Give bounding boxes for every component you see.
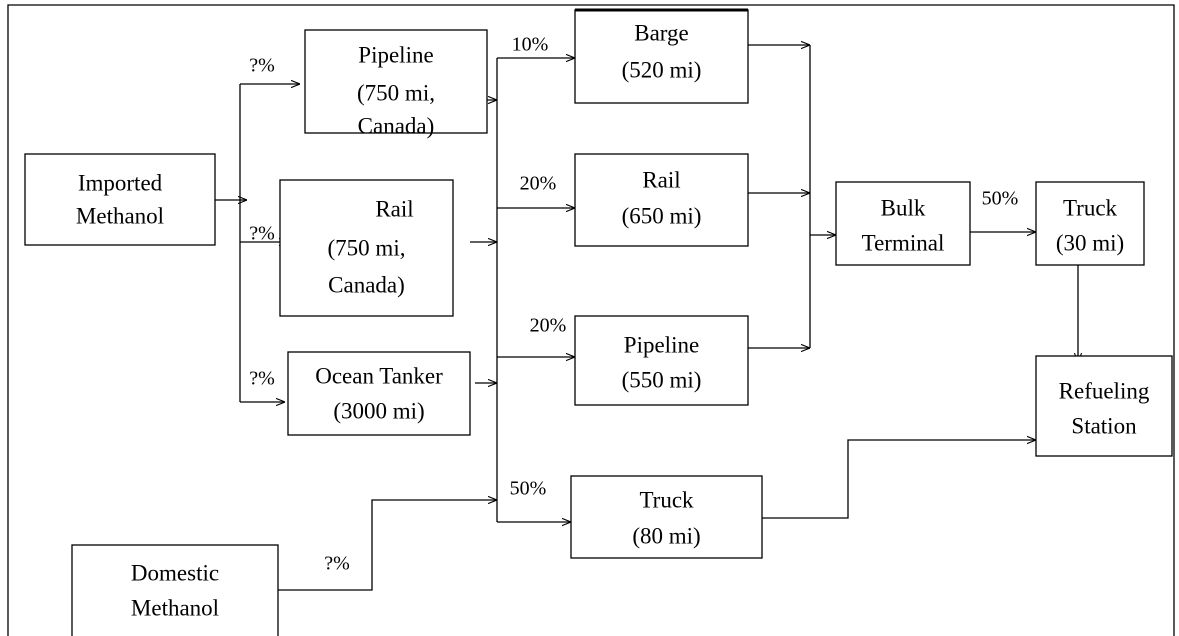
node-label: (30 mi) bbox=[1056, 230, 1124, 255]
node-label: Truck bbox=[1063, 195, 1118, 220]
node-label: Bulk bbox=[881, 195, 926, 220]
node: Bulk Terminal bbox=[835, 181, 971, 266]
node: Domestic Methanol bbox=[71, 544, 279, 636]
node: Imported Methanol bbox=[24, 153, 216, 246]
node-label: Canada) bbox=[358, 113, 435, 138]
node-label: Ocean Tanker bbox=[315, 363, 443, 388]
node-label: Methanol bbox=[76, 203, 164, 228]
node: Refueling Station bbox=[1035, 355, 1173, 457]
edge-label: 50% bbox=[510, 478, 547, 500]
node: Truck (30 mi) bbox=[1035, 181, 1145, 266]
edge-labels: ?%?%?%?% 10% 20% 20% 50% 50% bbox=[249, 34, 1018, 575]
node-box bbox=[570, 475, 763, 559]
node-label: Rail bbox=[642, 167, 680, 192]
node-label: Refueling bbox=[1059, 378, 1150, 403]
node-label: Terminal bbox=[862, 230, 945, 255]
node-box bbox=[835, 181, 971, 266]
node: Pipeline (750 mi, Canada) bbox=[304, 29, 488, 138]
node-label: (3000 mi) bbox=[333, 398, 424, 423]
node-box bbox=[279, 179, 454, 317]
node-label: (80 mi) bbox=[632, 523, 700, 548]
node-label: (650 mi) bbox=[622, 203, 702, 228]
frame bbox=[7, 4, 1175, 636]
arrow bbox=[762, 440, 1036, 519]
node-label: Methanol bbox=[131, 595, 219, 620]
edge-label: ?% bbox=[249, 55, 275, 77]
node-label: Pipeline bbox=[358, 42, 433, 67]
node-box bbox=[71, 544, 279, 636]
node-box bbox=[304, 29, 488, 134]
node-box bbox=[24, 153, 216, 246]
node-label: Station bbox=[1071, 413, 1137, 438]
node-label: (550 mi) bbox=[622, 367, 702, 392]
edge-label: 20% bbox=[520, 173, 557, 195]
node-label: Rail bbox=[375, 196, 413, 221]
edges bbox=[215, 45, 1078, 591]
edge-label: ?% bbox=[324, 553, 350, 575]
connector bbox=[215, 84, 241, 402]
edge-label: ?% bbox=[249, 223, 275, 245]
node-box bbox=[574, 9, 749, 104]
node-label: Domestic bbox=[131, 560, 219, 585]
node: Pipeline (550 mi) bbox=[574, 315, 749, 406]
node-label: Truck bbox=[639, 487, 694, 512]
node-label: Barge bbox=[634, 20, 689, 45]
node-box bbox=[574, 315, 749, 406]
node: Truck (80 mi) bbox=[570, 475, 763, 559]
node-box bbox=[287, 351, 471, 436]
node-box bbox=[1035, 355, 1173, 457]
arrow bbox=[278, 500, 497, 591]
node-label: Canada) bbox=[328, 272, 405, 297]
node-box bbox=[1035, 181, 1145, 266]
node-label: Pipeline bbox=[624, 332, 699, 357]
edge-label: ?% bbox=[249, 368, 275, 390]
node: Rail (750 mi, Canada) bbox=[279, 179, 454, 317]
node-label: (750 mi, bbox=[328, 235, 406, 260]
node-label: (750 mi, bbox=[357, 80, 435, 105]
node: Ocean Tanker (3000 mi) bbox=[287, 351, 471, 436]
edge-label: 10% bbox=[512, 34, 549, 56]
node-label: Imported bbox=[78, 170, 163, 195]
edge-label: 20% bbox=[530, 315, 567, 337]
node: Rail (650 mi) bbox=[574, 153, 749, 247]
node-box bbox=[574, 153, 749, 247]
node-label: (520 mi) bbox=[622, 57, 702, 82]
node: Barge (520 mi) bbox=[574, 9, 749, 104]
edge-label: 50% bbox=[982, 188, 1019, 210]
